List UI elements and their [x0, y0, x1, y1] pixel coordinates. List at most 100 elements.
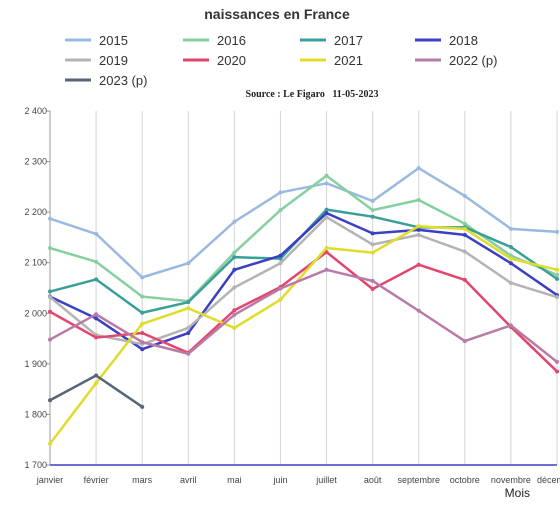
legend-label: 2017: [334, 33, 363, 48]
data-point: [416, 166, 421, 171]
data-point: [324, 250, 329, 255]
data-point: [94, 335, 99, 340]
series-2015: [48, 166, 559, 280]
data-point: [462, 226, 467, 231]
y-tick-label: 2 400: [24, 106, 47, 116]
chart-grid: [49, 111, 558, 465]
data-point: [416, 308, 421, 313]
data-point: [140, 294, 145, 299]
data-point: [186, 351, 191, 356]
y-tick-label: 2 100: [24, 258, 47, 268]
data-point: [370, 199, 375, 204]
data-point: [94, 373, 99, 378]
data-point: [278, 261, 283, 266]
data-point: [232, 255, 237, 260]
x-tick-label: mai: [227, 475, 242, 485]
data-point: [508, 280, 513, 285]
legend-label: 2021: [334, 53, 363, 68]
series-2021: [48, 224, 559, 446]
data-point: [324, 215, 329, 220]
x-tick-label: juillet: [315, 475, 337, 485]
data-point: [94, 312, 99, 317]
data-point: [48, 295, 52, 300]
chart-source: Source : Le Figaro 11-05-2023: [246, 89, 379, 100]
chart-title: naissances en France: [204, 6, 350, 22]
data-point: [48, 441, 52, 446]
data-point: [555, 272, 559, 277]
series-2020: [48, 250, 559, 374]
data-point: [370, 214, 375, 219]
data-point: [324, 211, 329, 216]
data-point: [278, 256, 283, 261]
y-axis-ticks: 1 700 1 800 1 900 2 000 2 100 2 200 2 300 2 400: [24, 106, 50, 470]
chart-series: [48, 166, 559, 446]
data-point: [94, 381, 99, 386]
x-tick-label: août: [364, 475, 382, 485]
series-line: [48, 174, 559, 303]
data-point: [508, 256, 513, 261]
data-point: [416, 227, 421, 232]
data-point: [324, 267, 329, 272]
data-point: [140, 310, 145, 315]
data-point: [186, 300, 191, 305]
data-point: [140, 404, 145, 409]
legend-label: 2019: [99, 53, 128, 68]
x-tick-label: janvier: [36, 475, 64, 485]
legend-label: 2020: [217, 53, 246, 68]
legend-label: 2022 (p): [449, 53, 497, 68]
x-tick-label: mars: [132, 475, 152, 485]
x-tick-label: avril: [180, 475, 197, 485]
data-point: [370, 250, 375, 255]
data-point: [555, 295, 559, 300]
data-point: [232, 267, 237, 272]
legend-label: 2015: [99, 33, 128, 48]
series-line: [48, 225, 559, 446]
data-point: [94, 316, 99, 321]
data-point: [186, 261, 191, 266]
series-2016: [48, 173, 559, 304]
x-tick-label: juin: [272, 475, 287, 485]
data-point: [278, 297, 283, 302]
legend-label: 2023 (p): [99, 73, 147, 88]
data-point: [555, 229, 559, 234]
data-point: [94, 277, 99, 282]
data-point: [462, 221, 467, 226]
data-point: [370, 208, 375, 213]
data-point: [48, 398, 52, 403]
data-point: [232, 312, 237, 317]
y-tick-label: 2 300: [24, 157, 47, 167]
data-point: [278, 208, 283, 213]
data-point: [555, 267, 559, 272]
data-point: [278, 286, 283, 291]
data-point: [462, 193, 467, 198]
data-point: [94, 259, 99, 264]
data-point: [370, 278, 375, 283]
data-point: [508, 323, 513, 328]
series-line: [48, 250, 559, 373]
data-point: [370, 231, 375, 236]
data-point: [232, 308, 237, 313]
data-point: [508, 261, 513, 266]
data-point: [232, 219, 237, 224]
data-point: [48, 246, 52, 251]
data-point: [186, 331, 191, 336]
data-point: [324, 181, 329, 186]
data-point: [324, 246, 329, 251]
x-tick-label: septembre: [397, 475, 440, 485]
data-point: [232, 250, 237, 255]
data-point: [324, 173, 329, 178]
data-point: [555, 359, 559, 364]
series-2023p: [48, 373, 145, 409]
x-axis-ticks: janvier février mars avril mai juin juillet aoû…: [36, 475, 560, 485]
x-tick-label: décembre: [537, 475, 560, 485]
data-point: [140, 275, 145, 280]
data-point: [508, 245, 513, 250]
data-point: [555, 369, 559, 374]
data-point: [140, 347, 145, 352]
series-line: [48, 268, 559, 364]
data-point: [416, 262, 421, 267]
data-point: [94, 231, 99, 236]
y-tick-label: 1 800: [24, 409, 47, 419]
data-point: [48, 216, 52, 221]
